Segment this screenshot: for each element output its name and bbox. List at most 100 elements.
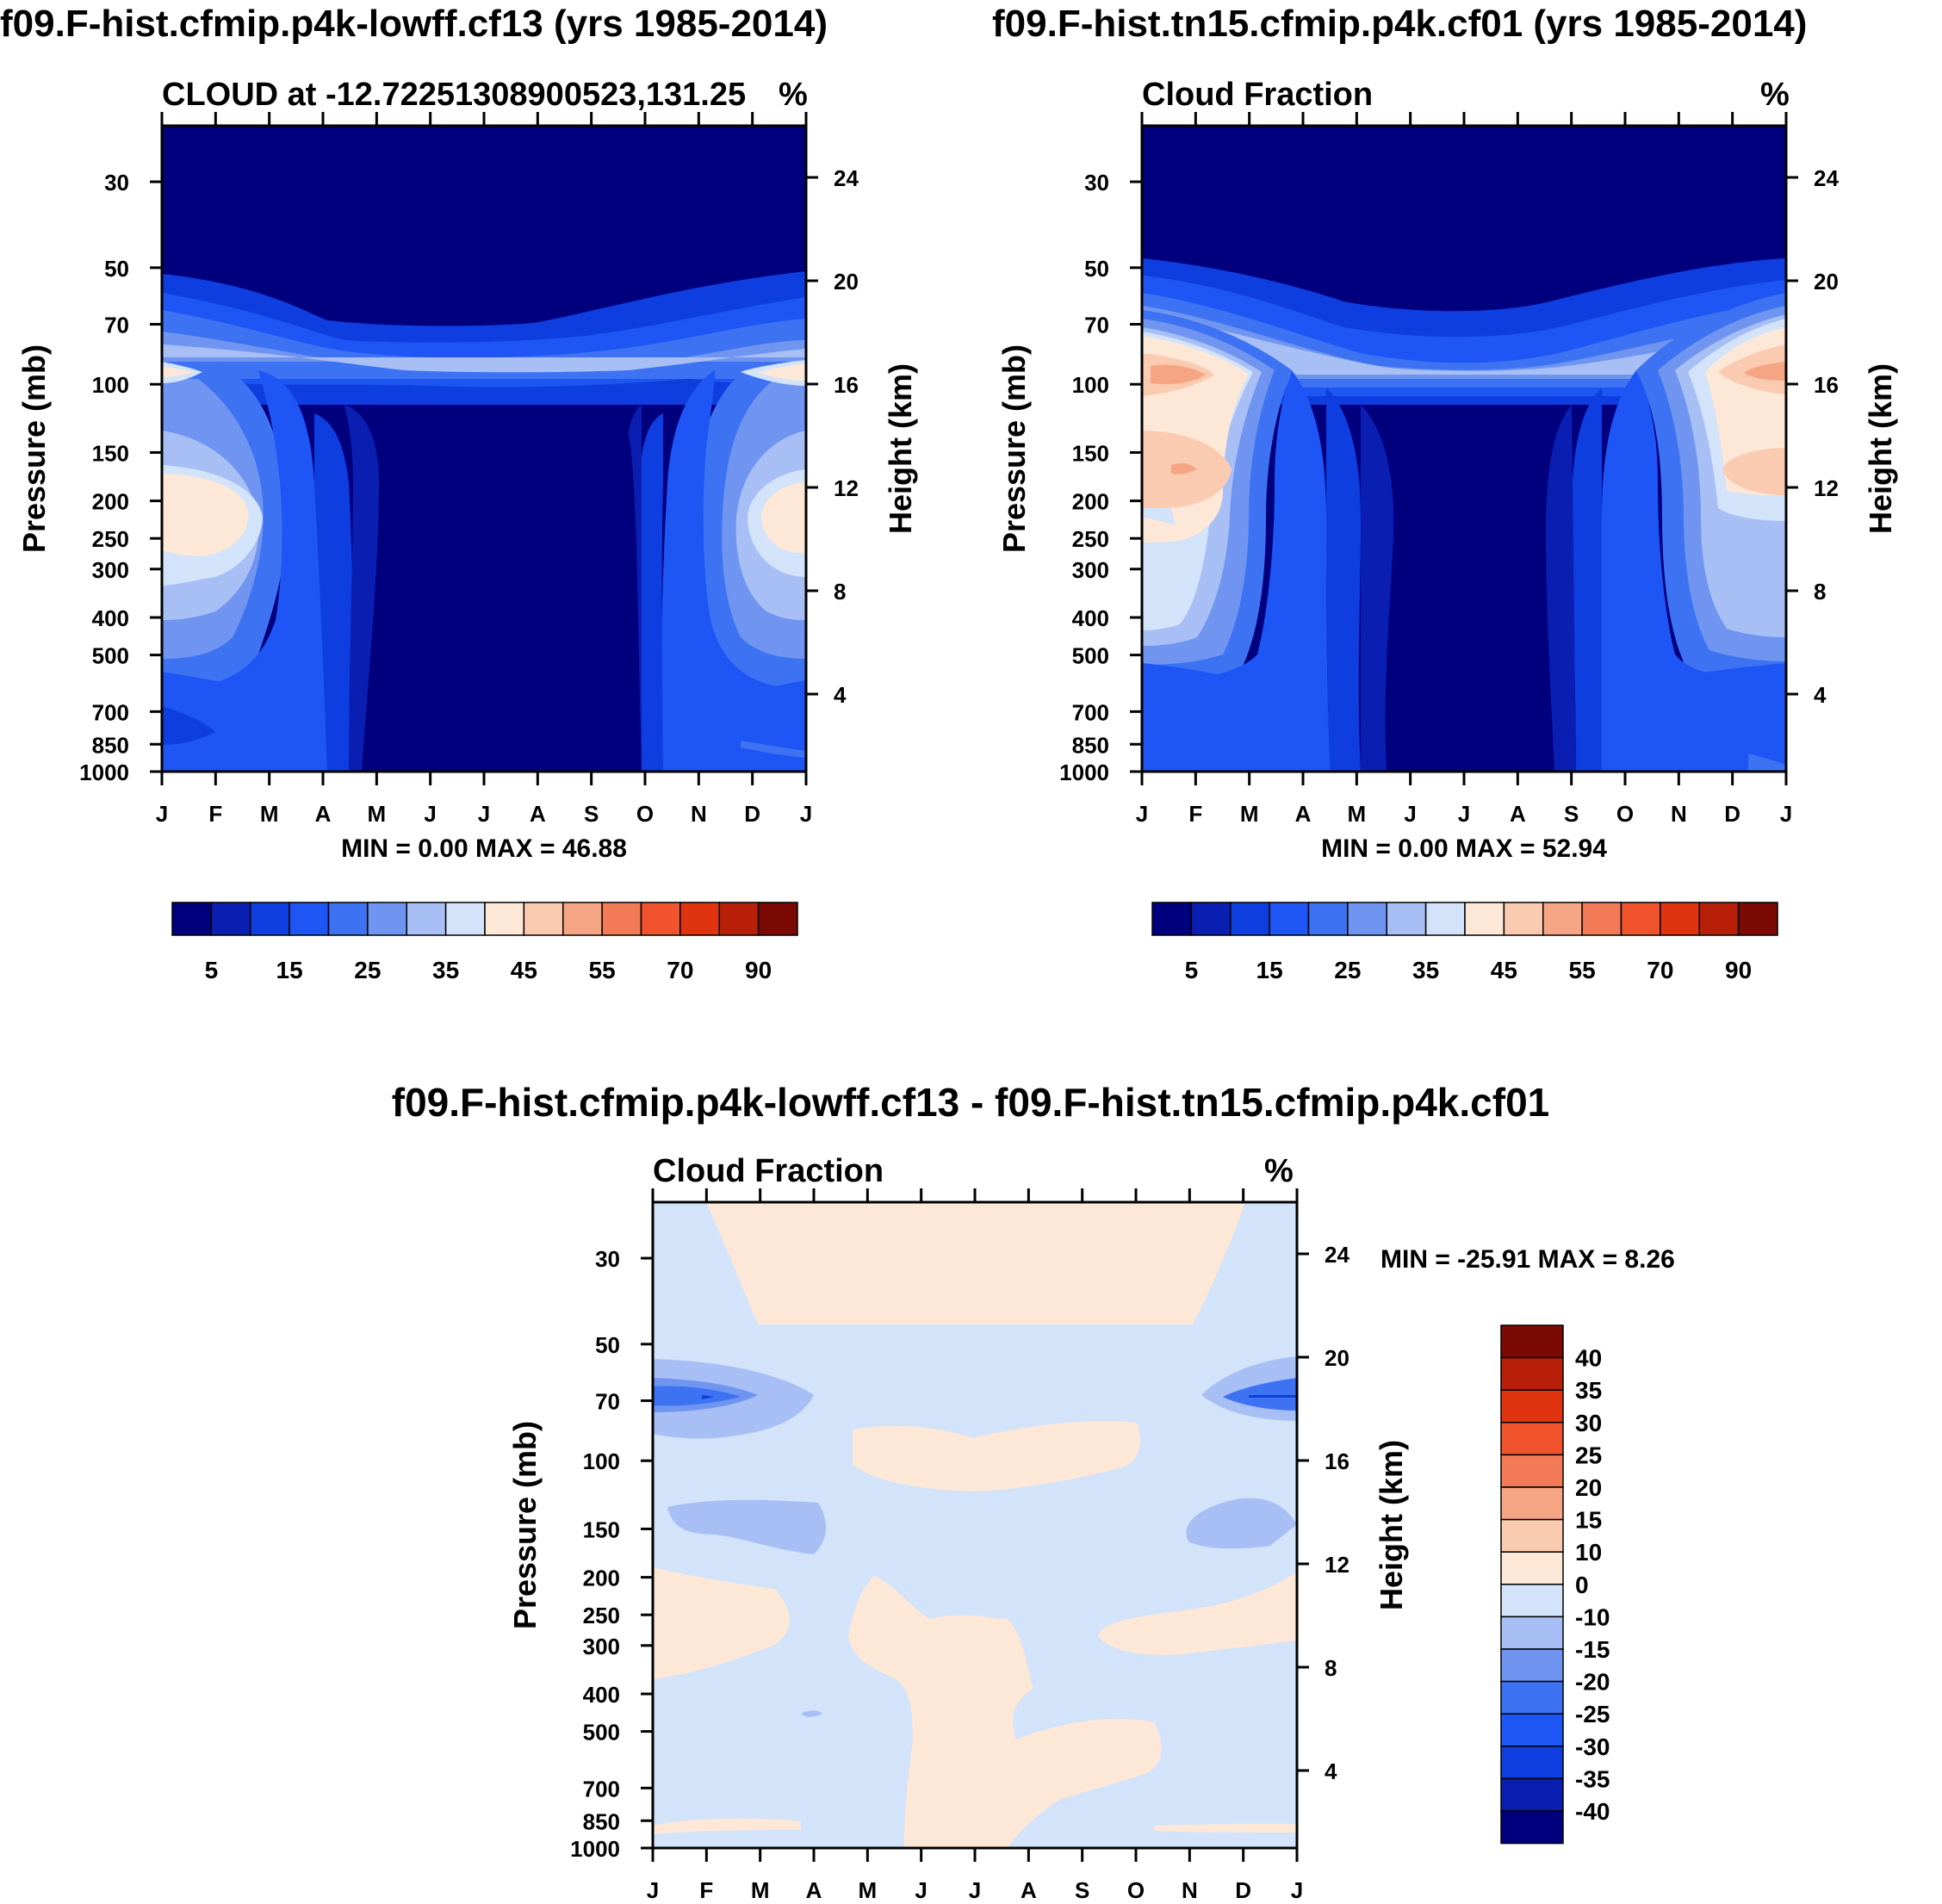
pressure-tick-label: 700 <box>1072 699 1109 725</box>
pressure-tick-label: 850 <box>1072 732 1109 758</box>
colorbar-label: -20 <box>1575 1669 1610 1696</box>
panel-3-stats: MIN = -25.91 MAX = 8.26 <box>1380 1245 1675 1274</box>
colorbar-label: 45 <box>511 957 537 983</box>
colorbar-swatch <box>1500 1680 1564 1715</box>
pressure-tick-label: 50 <box>595 1332 620 1358</box>
height-tick-label: 12 <box>834 475 859 501</box>
colorbar-label: 15 <box>276 957 303 983</box>
panel-1-title: f09.F-hist.cfmip.p4k-lowff.cf13 (yrs 198… <box>0 3 828 45</box>
pressure-tick-label: 400 <box>583 1682 620 1708</box>
panel-3-left-label: Cloud Fraction <box>653 1153 884 1189</box>
colorbar-label: 30 <box>1575 1410 1602 1436</box>
colorbar-label: 90 <box>1725 957 1752 983</box>
colorbar-label: 90 <box>745 957 772 983</box>
month-tick-label: M <box>367 801 386 827</box>
month-tick-label: J <box>800 801 812 827</box>
pressure-tick-label: 200 <box>583 1566 620 1591</box>
height-tick-label: 20 <box>1325 1345 1349 1371</box>
height-tick-label: 20 <box>834 269 859 295</box>
height-tick-label: 4 <box>1325 1758 1337 1784</box>
height-tick-label: 20 <box>1814 269 1839 295</box>
panel-2-y2label: Height (km) <box>1863 363 1898 534</box>
colorbar-swatch <box>718 902 760 936</box>
colorbar-label: 45 <box>1491 957 1517 983</box>
colorbar-swatch <box>1581 902 1622 936</box>
month-tick-label: S <box>1564 801 1579 827</box>
month-tick-label: J <box>1780 801 1792 827</box>
colorbar-label: -30 <box>1575 1733 1610 1760</box>
pressure-tick-label: 850 <box>583 1808 620 1834</box>
colorbar-swatch <box>1500 1777 1564 1812</box>
pressure-tick-label: 250 <box>92 526 129 552</box>
colorbar-swatch <box>1500 1810 1564 1845</box>
colorbar-swatch <box>1500 1454 1564 1488</box>
height-tick-label: 12 <box>1325 1552 1349 1578</box>
pressure-tick-label: 30 <box>1084 170 1109 195</box>
colorbar-label: 20 <box>1575 1474 1602 1501</box>
colorbar-swatch <box>679 902 720 936</box>
height-tick-label: 4 <box>834 682 847 708</box>
colorbar-label: 70 <box>667 957 693 983</box>
colorbar-swatch <box>640 902 681 936</box>
month-tick-label: F <box>208 801 222 827</box>
colorbar-label: 15 <box>1575 1507 1602 1534</box>
pressure-tick-label: 50 <box>104 256 129 282</box>
colorbar-swatch <box>1424 902 1466 936</box>
month-tick-label: J <box>424 801 436 827</box>
month-tick-label: J <box>1458 801 1470 827</box>
panel-3-colorbar: 40 35 30 25 20 15 10 0 -10 -15 -20 -25 -30 -35 -40 <box>1500 1324 1610 1845</box>
panel-1-contour <box>162 126 806 772</box>
month-tick-label: O <box>1127 1877 1145 1903</box>
colorbar-swatch <box>1660 902 1700 936</box>
colorbar-label: 35 <box>432 957 459 983</box>
panel-2-ylabel: Pressure (mb) <box>996 344 1032 553</box>
colorbar-swatch <box>1500 1324 1564 1359</box>
panel-2-unit: % <box>1760 77 1790 113</box>
pressure-tick-label: 300 <box>1072 557 1109 583</box>
colorbar-swatch <box>1620 902 1661 936</box>
month-tick-label: J <box>969 1877 981 1903</box>
pressure-tick-label: 70 <box>104 313 129 338</box>
colorbar-swatch <box>1151 902 1193 936</box>
colorbar-swatch <box>289 902 330 936</box>
pressure-tick-label: 500 <box>583 1720 620 1746</box>
colorbar-swatch <box>1500 1746 1564 1780</box>
colorbar-swatch <box>1386 902 1427 936</box>
colorbar-label: 5 <box>1185 957 1199 983</box>
height-tick-label: 24 <box>1325 1242 1349 1268</box>
colorbar-label: 25 <box>1575 1442 1602 1468</box>
height-tick-label: 16 <box>1814 372 1839 398</box>
month-tick-label: A <box>1510 801 1526 827</box>
month-tick-label: A <box>315 801 332 827</box>
month-tick-label: J <box>478 801 490 827</box>
panel-3-y2label: Height (km) <box>1374 1440 1409 1610</box>
colorbar-swatch <box>1269 902 1310 936</box>
pressure-tick-label: 1000 <box>1059 760 1109 785</box>
month-tick-label: M <box>751 1877 770 1903</box>
colorbar-swatch <box>1190 902 1232 936</box>
colorbar-swatch <box>1698 902 1740 936</box>
colorbar-swatch <box>1500 1584 1564 1618</box>
colorbar-swatch <box>1500 1356 1564 1391</box>
colorbar-swatch <box>1500 1648 1564 1683</box>
colorbar-swatch <box>1500 1616 1564 1650</box>
colorbar-swatch <box>1347 902 1387 936</box>
pressure-tick-label: 300 <box>583 1634 620 1659</box>
month-tick-label: A <box>1295 801 1312 827</box>
panel-1-stats: MIN = 0.00 MAX = 46.88 <box>341 834 627 863</box>
colorbar-swatch <box>601 902 642 936</box>
pressure-tick-label: 250 <box>1072 526 1109 552</box>
height-tick-label: 12 <box>1814 475 1839 501</box>
colorbar-label: -40 <box>1575 1798 1610 1825</box>
colorbar-label: 10 <box>1575 1539 1602 1566</box>
height-tick-label: 8 <box>834 579 846 605</box>
panel-2: f09.F-hist.tn15.cfmip.p4k.cf01 (yrs 1985… <box>992 3 1898 983</box>
height-tick-label: 24 <box>834 165 859 191</box>
pressure-tick-label: 30 <box>104 170 129 195</box>
colorbar-label: 40 <box>1575 1345 1602 1372</box>
pressure-tick-label: 70 <box>595 1389 620 1415</box>
panel-1: f09.F-hist.cfmip.p4k-lowff.cf13 (yrs 198… <box>0 3 918 983</box>
colorbar-label: 55 <box>589 957 616 983</box>
